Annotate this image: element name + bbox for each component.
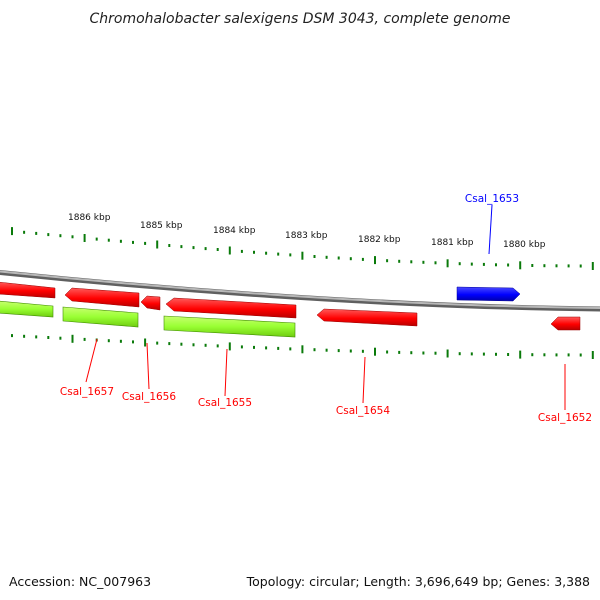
gene-arrow-csal-1656[interactable]: [140, 295, 161, 311]
cds-bar-partial-left[interactable]: [0, 300, 54, 318]
gene-label-csal-1655[interactable]: Csal_1655: [198, 397, 252, 409]
scale-label-1881: 1881 kbp: [431, 238, 474, 248]
gene-arrow-csal-1653[interactable]: [456, 286, 521, 302]
scale-label-1884: 1884 kbp: [213, 226, 256, 236]
leader-line-csal-1656: [146, 342, 150, 390]
gene-arrow-csal-1657[interactable]: [64, 287, 140, 308]
inner-tick-marks: [11, 334, 594, 359]
outer-tick-ring: 1886 kbp 1885 kbp 1884 kbp 1883 kbp 1882…: [11, 213, 594, 270]
gene-arrow-csal-1654[interactable]: [316, 308, 418, 327]
gene-labels: Csal_1657 Csal_1656 Csal_1655 Csal_1654 …: [60, 193, 592, 424]
genome-summary-text: Topology: circular; Length: 3,696,649 bp…: [246, 574, 590, 589]
gene-track: [0, 281, 581, 331]
map-title: Chromohalobacter salexigens DSM 3043, co…: [90, 11, 511, 27]
cds-bar-csal-1655[interactable]: [163, 315, 296, 338]
cds-feature-track: [0, 300, 296, 338]
scale-label-1883: 1883 kbp: [285, 231, 328, 241]
scale-label-1882: 1882 kbp: [358, 235, 401, 245]
outer-tick-marks: [11, 227, 594, 270]
accession-text: Accession: NC_007963: [9, 574, 151, 589]
gene-arrow-csal-1655[interactable]: [165, 297, 297, 319]
scale-label-1885: 1885 kbp: [140, 221, 183, 231]
scale-label-1880: 1880 kbp: [503, 240, 546, 250]
leader-line-csal-1657: [85, 338, 98, 383]
gene-label-csal-1656[interactable]: Csal_1656: [122, 391, 176, 403]
gene-label-csal-1653[interactable]: Csal_1653: [465, 193, 519, 205]
gene-label-csal-1657[interactable]: Csal_1657: [60, 386, 114, 398]
gene-arrow-partial-left[interactable]: [0, 281, 56, 299]
genome-backbone: [0, 269, 600, 312]
gene-label-csal-1652[interactable]: Csal_1652: [538, 412, 592, 424]
scale-label-1886: 1886 kbp: [68, 213, 111, 223]
gene-label-csal-1654[interactable]: Csal_1654: [336, 405, 390, 417]
cds-bar-csal-1657[interactable]: [62, 306, 139, 328]
leader-line-csal-1653: [488, 204, 493, 255]
gene-arrow-csal-1652[interactable]: [550, 316, 581, 331]
leader-line-csal-1654: [362, 356, 366, 404]
leader-line-csal-1655: [224, 348, 228, 397]
